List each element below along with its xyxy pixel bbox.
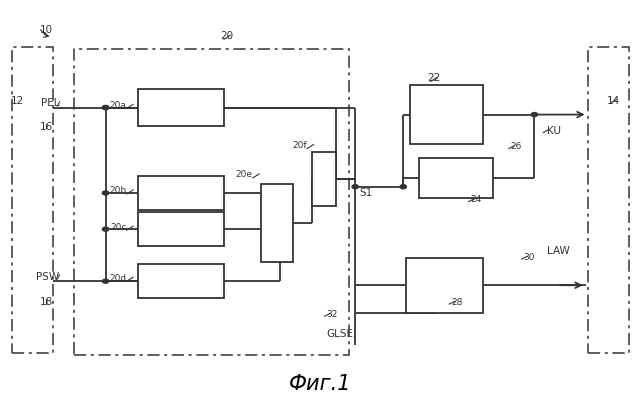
Circle shape xyxy=(531,113,538,117)
Bar xyxy=(138,90,224,126)
Text: 14: 14 xyxy=(607,95,620,105)
Bar xyxy=(138,213,224,247)
Text: PEL: PEL xyxy=(41,97,60,107)
Text: 28: 28 xyxy=(451,297,463,306)
Text: 20b: 20b xyxy=(109,186,127,195)
Bar xyxy=(312,152,336,207)
Bar xyxy=(406,259,483,313)
Text: 20e: 20e xyxy=(236,170,253,179)
Bar xyxy=(74,50,349,355)
Text: 20a: 20a xyxy=(110,101,127,109)
Text: 24: 24 xyxy=(470,195,482,204)
Text: 10: 10 xyxy=(40,25,52,35)
Text: 20f: 20f xyxy=(292,141,307,150)
Text: 12: 12 xyxy=(12,95,24,105)
Text: 20c: 20c xyxy=(110,222,127,231)
Bar xyxy=(12,48,53,353)
Text: 20: 20 xyxy=(221,31,234,41)
Text: 32: 32 xyxy=(326,309,338,318)
Text: 18: 18 xyxy=(40,297,52,306)
Text: S1: S1 xyxy=(360,188,373,197)
Circle shape xyxy=(102,106,109,110)
Bar xyxy=(138,265,224,299)
Circle shape xyxy=(102,192,109,195)
Text: GLSE: GLSE xyxy=(326,329,353,338)
Circle shape xyxy=(102,228,109,232)
Text: 26: 26 xyxy=(511,142,522,151)
Text: 30: 30 xyxy=(524,252,535,261)
Bar xyxy=(138,176,224,211)
Bar xyxy=(410,86,483,144)
Text: 20d: 20d xyxy=(109,273,127,282)
Text: Фиг.1: Фиг.1 xyxy=(289,373,351,393)
Circle shape xyxy=(352,185,358,189)
Bar xyxy=(419,158,493,198)
Circle shape xyxy=(102,279,109,284)
Circle shape xyxy=(400,185,406,189)
Text: KU: KU xyxy=(547,126,561,135)
Bar xyxy=(588,48,629,353)
Bar xyxy=(261,184,293,263)
Text: 16: 16 xyxy=(40,122,52,131)
Text: LAW: LAW xyxy=(547,246,570,255)
Text: 22: 22 xyxy=(428,73,440,83)
Circle shape xyxy=(102,106,109,110)
Text: PSW: PSW xyxy=(36,272,60,282)
